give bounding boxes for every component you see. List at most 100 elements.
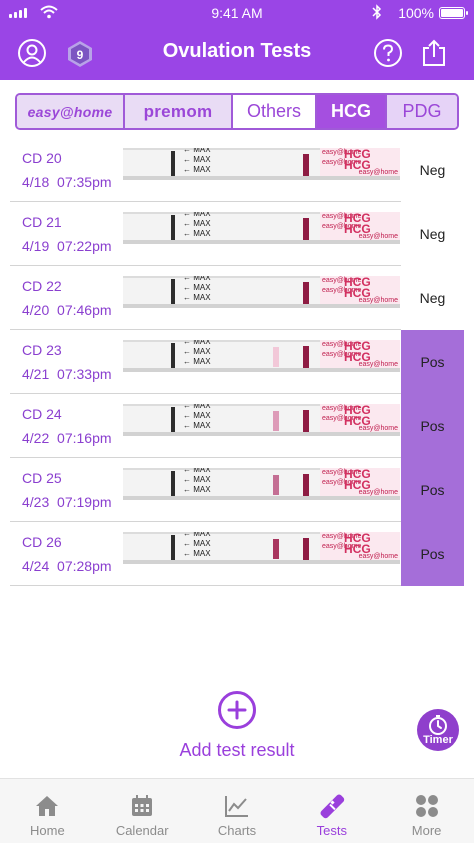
tab-hcg[interactable]: HCG [317, 95, 387, 128]
control-line [303, 282, 309, 306]
cycle-day: CD 20 [22, 150, 62, 166]
help-button[interactable] [372, 37, 404, 69]
max-mark: ← MAX [183, 475, 211, 484]
add-test-label[interactable]: Add test result [179, 740, 295, 760]
nav-calendar[interactable]: Calendar [95, 779, 190, 843]
share-icon [423, 39, 445, 66]
strip-grip [171, 151, 175, 178]
strip-grip [171, 407, 175, 434]
home-icon [36, 796, 59, 816]
timer-label: Timer [423, 734, 453, 746]
test-strip-image: ← MAX ← MAX ← MAX easy@home HCG easy@hom… [123, 468, 400, 500]
test-row[interactable]: CD 25 4/23 07:19pm ← MAX ← MAX ← MAX eas… [0, 458, 474, 522]
row-divider [10, 393, 401, 394]
test-datetime: 4/20 07:46pm [22, 302, 112, 318]
timer-button[interactable]: Timer [417, 709, 459, 751]
cycle-day: CD 22 [22, 278, 62, 294]
test-line [273, 347, 279, 367]
level-gem-button[interactable]: 9 [64, 38, 96, 70]
strip-brand-label: easy@home HCG easy@home HCG easy@home [320, 276, 400, 306]
test-row[interactable]: CD 22 4/20 07:46pm ← MAX ← MAX ← MAX eas… [0, 266, 474, 330]
share-button[interactable] [418, 37, 450, 69]
strip-grip [171, 215, 175, 242]
max-mark: ← MAX [183, 532, 211, 538]
test-line [273, 411, 279, 431]
battery-icon [439, 7, 468, 19]
test-row[interactable]: CD 24 4/22 07:16pm ← MAX ← MAX ← MAX eas… [0, 394, 474, 458]
test-row[interactable]: CD 23 4/21 07:33pm ← MAX ← MAX ← MAX eas… [0, 330, 474, 394]
tab-pdg[interactable]: PDG [387, 95, 457, 128]
max-mark: ← MAX [183, 276, 211, 282]
test-strip-image: ← MAX ← MAX ← MAX easy@home HCG easy@hom… [123, 532, 400, 564]
row-divider [10, 265, 401, 266]
calendar-icon [132, 795, 153, 816]
tab-label: easy@home [27, 103, 113, 120]
nav-label: Calendar [115, 823, 169, 838]
test-datetime: 4/22 07:16pm [22, 430, 112, 446]
tab-others[interactable]: Others [233, 95, 317, 128]
user-profile-icon [18, 39, 46, 67]
strip-grip [171, 279, 175, 306]
max-mark: ← MAX [183, 293, 211, 302]
max-mark: ← MAX [183, 148, 211, 154]
add-test-button[interactable] [218, 691, 256, 729]
test-datetime: 4/19 07:22pm [22, 238, 112, 254]
gem-badge-icon: 9 [68, 41, 92, 67]
max-mark: ← MAX [183, 549, 211, 558]
control-line [303, 154, 309, 178]
max-mark: ← MAX [183, 404, 211, 410]
nav-label: Tests [316, 823, 347, 838]
tab-easy-at-home[interactable]: easy@home [17, 95, 125, 128]
test-row[interactable]: CD 26 4/24 07:28pm ← MAX ← MAX ← MAX eas… [0, 522, 474, 586]
test-strip-image: ← MAX ← MAX ← MAX easy@home HCG easy@hom… [123, 212, 400, 244]
nav-home[interactable]: Home [0, 779, 95, 843]
page-title: Ovulation Tests [162, 40, 312, 62]
more-grid-icon [415, 795, 438, 817]
row-divider [10, 457, 401, 458]
test-strip-icon [320, 794, 344, 819]
test-line [273, 475, 279, 495]
test-line [273, 155, 279, 175]
row-divider [10, 201, 401, 202]
test-strip-image: ← MAX ← MAX ← MAX easy@home HCG easy@hom… [123, 276, 400, 308]
test-datetime: 4/24 07:28pm [22, 558, 112, 574]
bluetooth-icon [372, 4, 382, 20]
nav-label: Charts [217, 823, 257, 838]
strip-brand-label: easy@home HCG easy@home HCG easy@home [320, 212, 400, 242]
test-strip-image: ← MAX ← MAX ← MAX easy@home HCG easy@hom… [123, 148, 400, 180]
cycle-day: CD 24 [22, 406, 62, 422]
test-result: Pos [401, 522, 464, 586]
control-line [303, 474, 309, 498]
tab-label: HCG [331, 101, 371, 121]
charts-icon [224, 796, 248, 817]
max-mark: ← MAX [183, 229, 211, 238]
cycle-day: CD 26 [22, 534, 62, 550]
test-line [273, 539, 279, 559]
max-mark: ← MAX [183, 283, 211, 292]
test-datetime: 4/18 07:35pm [22, 174, 112, 190]
cycle-day: CD 25 [22, 470, 62, 486]
gem-count: 9 [77, 48, 84, 62]
tab-premom[interactable]: premom [125, 95, 233, 128]
cycle-day: CD 23 [22, 342, 62, 358]
max-mark: ← MAX [183, 219, 211, 228]
profile-button[interactable] [16, 37, 48, 69]
wifi-icon [40, 5, 58, 19]
test-row[interactable]: CD 21 4/19 07:22pm ← MAX ← MAX ← MAX eas… [0, 202, 474, 266]
brand-tabs: easy@home premom Others HCG PDG [15, 93, 459, 130]
test-line [273, 219, 279, 239]
nav-tests[interactable]: Tests [284, 779, 379, 843]
test-result: Neg [419, 290, 446, 306]
strip-brand-label: easy@home HCG easy@home HCG easy@home [320, 404, 400, 434]
test-result: Neg [419, 162, 446, 178]
max-mark: ← MAX [183, 165, 211, 174]
plus-icon [227, 700, 247, 720]
row-divider [10, 585, 401, 586]
nav-charts[interactable]: Charts [190, 779, 285, 843]
test-datetime: 4/23 07:19pm [22, 494, 112, 510]
max-mark: ← MAX [183, 212, 211, 218]
max-mark: ← MAX [183, 411, 211, 420]
bottom-nav: Home Calendar Charts [0, 778, 474, 843]
test-row[interactable]: CD 20 4/18 07:35pm ← MAX ← MAX ← MAX eas… [0, 138, 474, 202]
nav-more[interactable]: More [379, 779, 474, 843]
